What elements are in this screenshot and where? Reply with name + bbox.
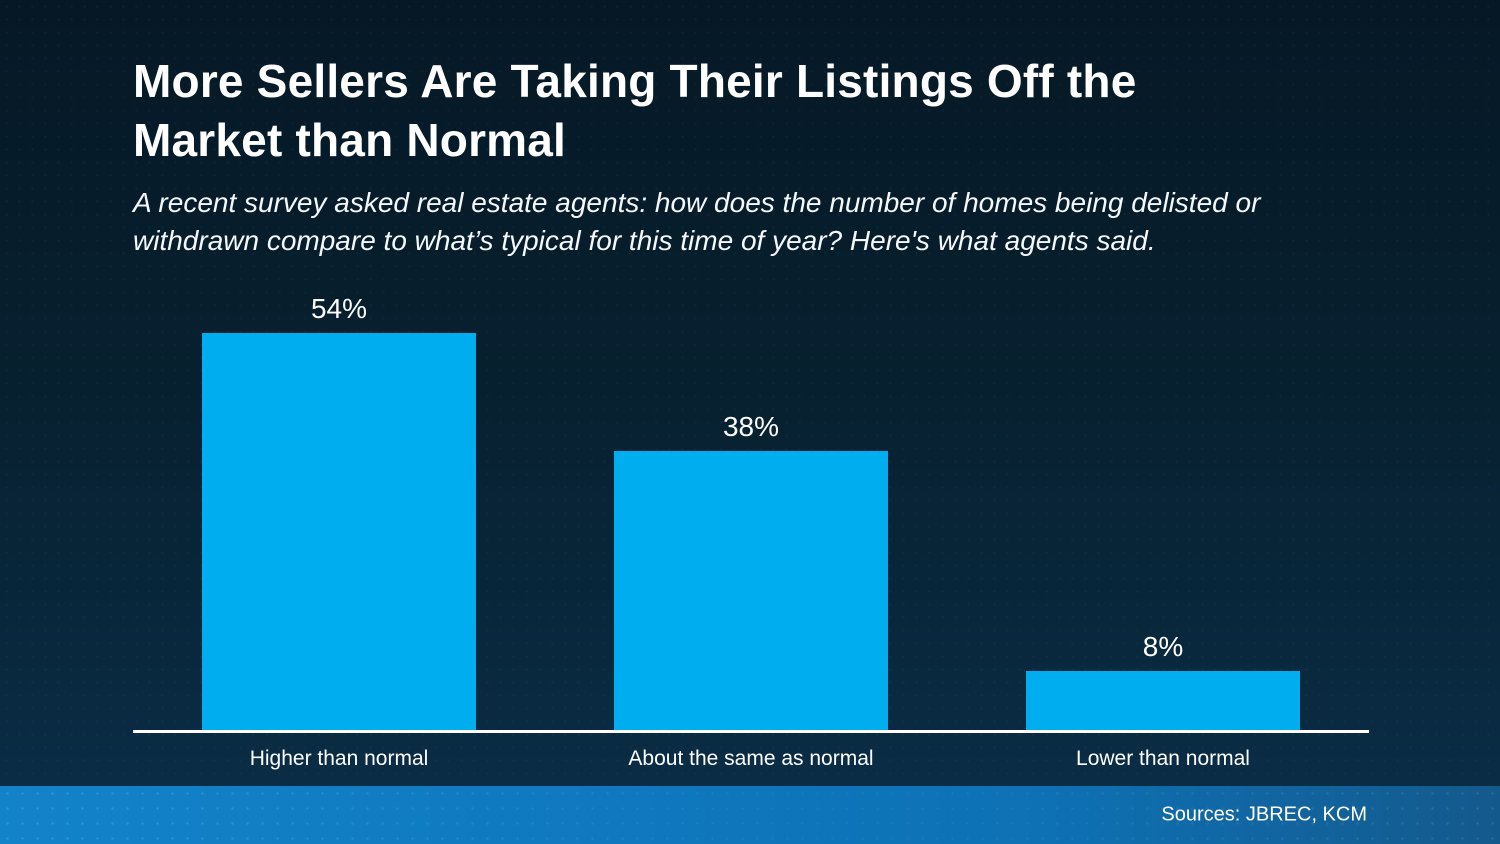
- x-axis-category-label: About the same as normal: [628, 747, 874, 770]
- bar-chart: 54% 38% 8% Higher than normal About the sam…: [133, 289, 1369, 772]
- bar-group: 54%: [133, 289, 545, 730]
- bar: [1026, 671, 1300, 730]
- page-title: More Sellers Are Taking Their Listings O…: [133, 55, 1137, 166]
- page-subtitle: A recent survey asked real estate agents…: [133, 187, 1261, 256]
- bar-group: 38%: [545, 289, 957, 730]
- bar-value-label: 8%: [1142, 631, 1184, 662]
- bar-value-label: 38%: [722, 411, 780, 442]
- x-axis-line: [133, 730, 1369, 733]
- x-axis-category-label: Higher than normal: [249, 747, 429, 770]
- bar-group: 8%: [957, 289, 1369, 730]
- footer-bar: Sources: JBREC, KCM: [0, 786, 1500, 844]
- chart-plot-area: 54% 38% 8%: [133, 289, 1369, 730]
- bar: [614, 451, 888, 730]
- bar: [202, 333, 476, 730]
- bar-value-label: 54%: [310, 293, 368, 324]
- x-axis-category-label: Lower than normal: [1076, 747, 1250, 770]
- x-axis-labels: Higher than normal About the same as norm…: [133, 746, 1369, 772]
- sources-label: Sources: JBREC, KCM: [1161, 803, 1367, 826]
